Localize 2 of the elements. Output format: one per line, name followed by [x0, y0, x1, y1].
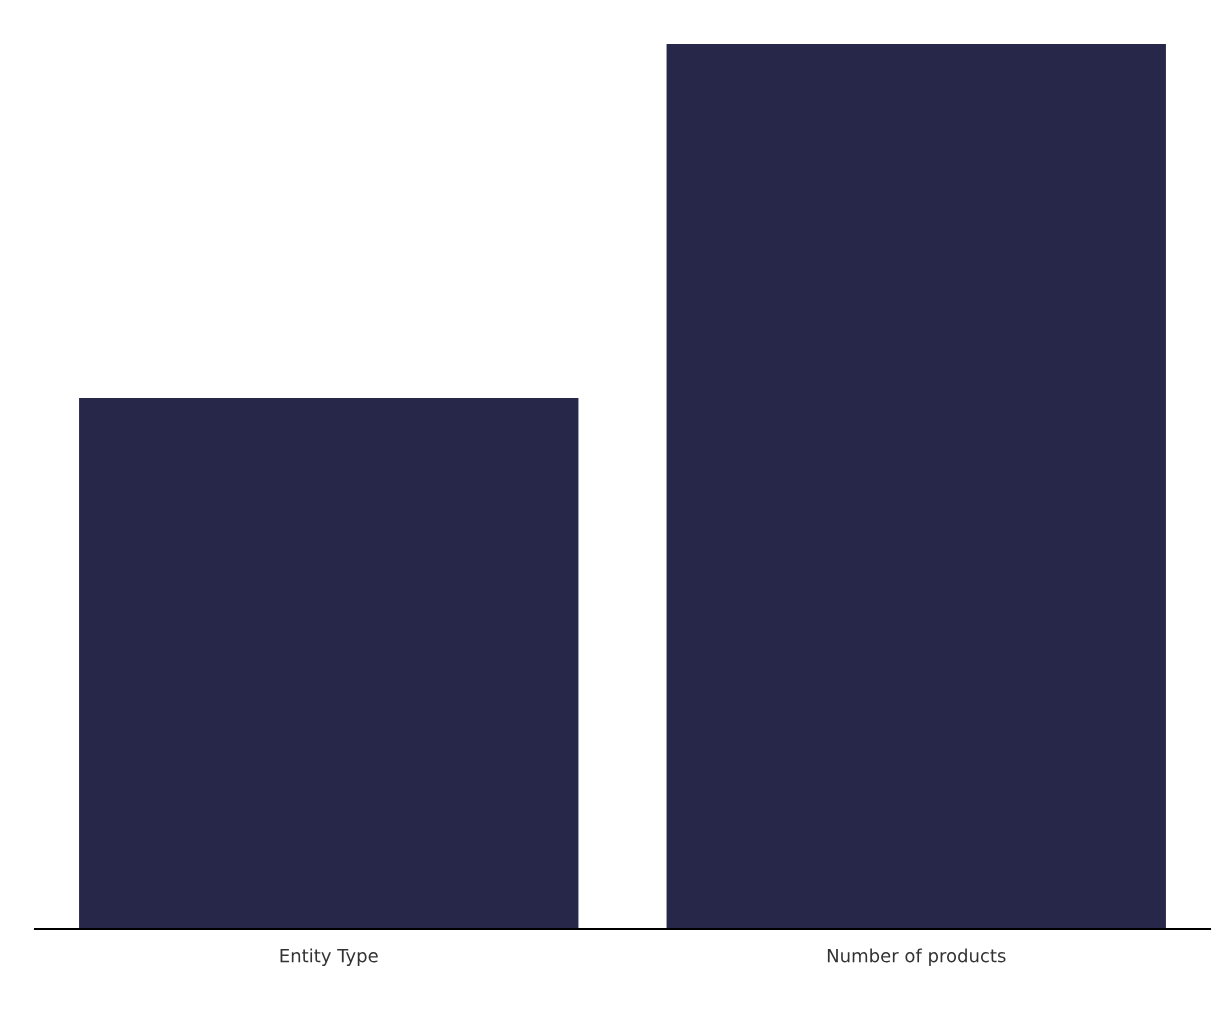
x-tick-label: Entity Type: [280, 948, 378, 966]
x-tick-label: Number of products: [827, 948, 1006, 966]
